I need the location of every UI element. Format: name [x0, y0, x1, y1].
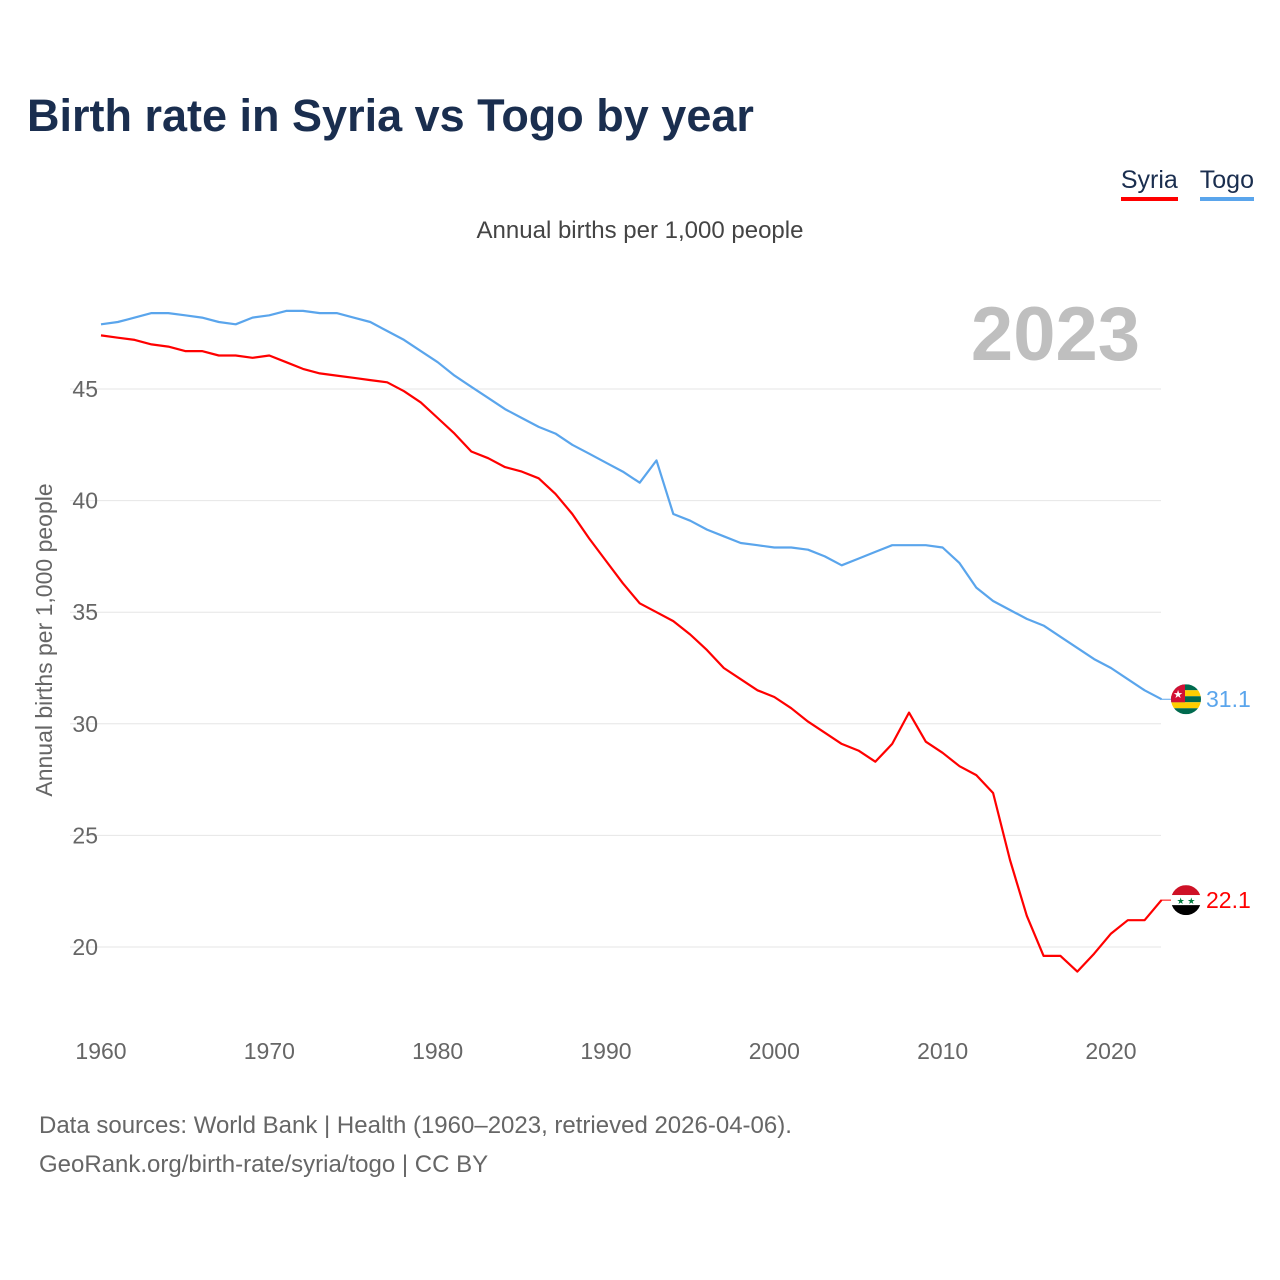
y-tick-label: 35 — [72, 599, 98, 625]
footer: Data sources: World Bank | Health (1960–… — [39, 1106, 792, 1184]
togo-flag-icon: ★ — [1171, 684, 1201, 715]
x-tick-label: 1960 — [75, 1038, 126, 1064]
x-tick-label: 1970 — [244, 1038, 295, 1064]
legend: Syria Togo — [1120, 166, 1254, 201]
y-tick-label: 40 — [72, 488, 98, 514]
legend-item-syria[interactable]: Syria — [1120, 166, 1178, 201]
source-link[interactable]: GeoRank.org/birth-rate/syria/togo | CC B… — [39, 1151, 489, 1178]
year-label: 2023 — [971, 292, 1140, 377]
y-tick-label: 30 — [72, 711, 98, 737]
x-tick-label: 2020 — [1085, 1038, 1136, 1064]
x-tick-label: 2000 — [749, 1038, 800, 1064]
chart-subtitle: Annual births per 1,000 people — [476, 217, 804, 244]
svg-text:★ ★: ★ ★ — [1177, 896, 1196, 906]
y-axis-label: Annual births per 1,000 people — [31, 483, 57, 796]
series-line-togo — [100, 309, 1163, 701]
x-tick-label: 1980 — [412, 1038, 463, 1064]
legend-item-togo[interactable]: Togo — [1199, 166, 1254, 201]
x-tick-label: 2010 — [917, 1038, 968, 1064]
data-source-text: Data sources: World Bank | Health (1960–… — [39, 1112, 792, 1139]
series-line-syria — [100, 334, 1163, 973]
y-tick-label: 45 — [72, 376, 98, 402]
y-tick-label: 25 — [72, 822, 98, 848]
x-tick-label: 1990 — [580, 1038, 631, 1064]
y-tick-label: 20 — [72, 934, 98, 960]
chart-title: Birth rate in Syria vs Togo by year — [27, 90, 754, 141]
svg-text:★: ★ — [1173, 689, 1183, 701]
end-value-label: 22.1 — [1206, 887, 1251, 913]
syria-flag-icon: ★ ★ — [1171, 885, 1201, 916]
end-value-label: 31.1 — [1206, 686, 1251, 712]
